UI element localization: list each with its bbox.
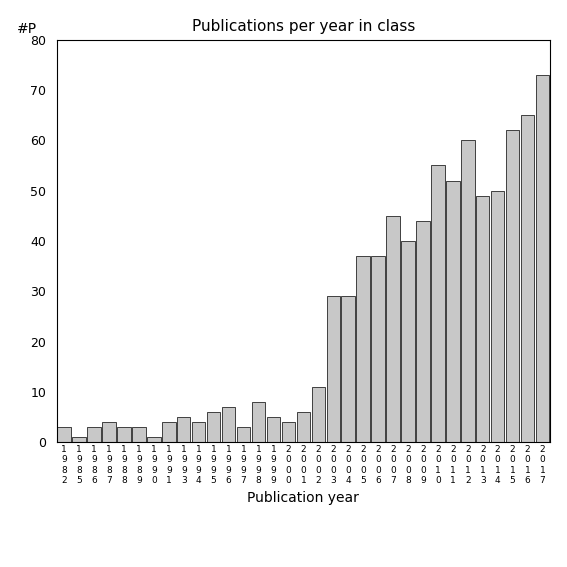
Bar	[177, 417, 191, 442]
Bar	[237, 427, 250, 442]
Text: #P: #P	[17, 22, 37, 36]
Bar	[357, 256, 370, 442]
Bar	[117, 427, 130, 442]
Bar	[297, 412, 310, 442]
Bar	[87, 427, 101, 442]
Bar	[371, 256, 385, 442]
Bar	[431, 166, 445, 442]
Bar	[416, 221, 430, 442]
Bar	[57, 427, 71, 442]
Bar	[282, 422, 295, 442]
Bar	[521, 115, 534, 442]
Bar	[102, 422, 116, 442]
Bar	[506, 130, 519, 442]
Bar	[491, 191, 505, 442]
Bar	[207, 412, 221, 442]
Bar	[327, 297, 340, 442]
Bar	[476, 196, 489, 442]
Title: Publications per year in class: Publications per year in class	[192, 19, 415, 35]
X-axis label: Publication year: Publication year	[247, 491, 359, 505]
Bar	[162, 422, 176, 442]
Bar	[192, 422, 205, 442]
Bar	[252, 402, 265, 442]
Bar	[386, 216, 400, 442]
Bar	[341, 297, 355, 442]
Bar	[73, 437, 86, 442]
Bar	[461, 141, 475, 442]
Bar	[446, 180, 459, 442]
Bar	[266, 417, 280, 442]
Bar	[401, 241, 414, 442]
Bar	[536, 75, 549, 442]
Bar	[147, 437, 160, 442]
Bar	[312, 387, 325, 442]
Bar	[132, 427, 146, 442]
Bar	[222, 407, 235, 442]
